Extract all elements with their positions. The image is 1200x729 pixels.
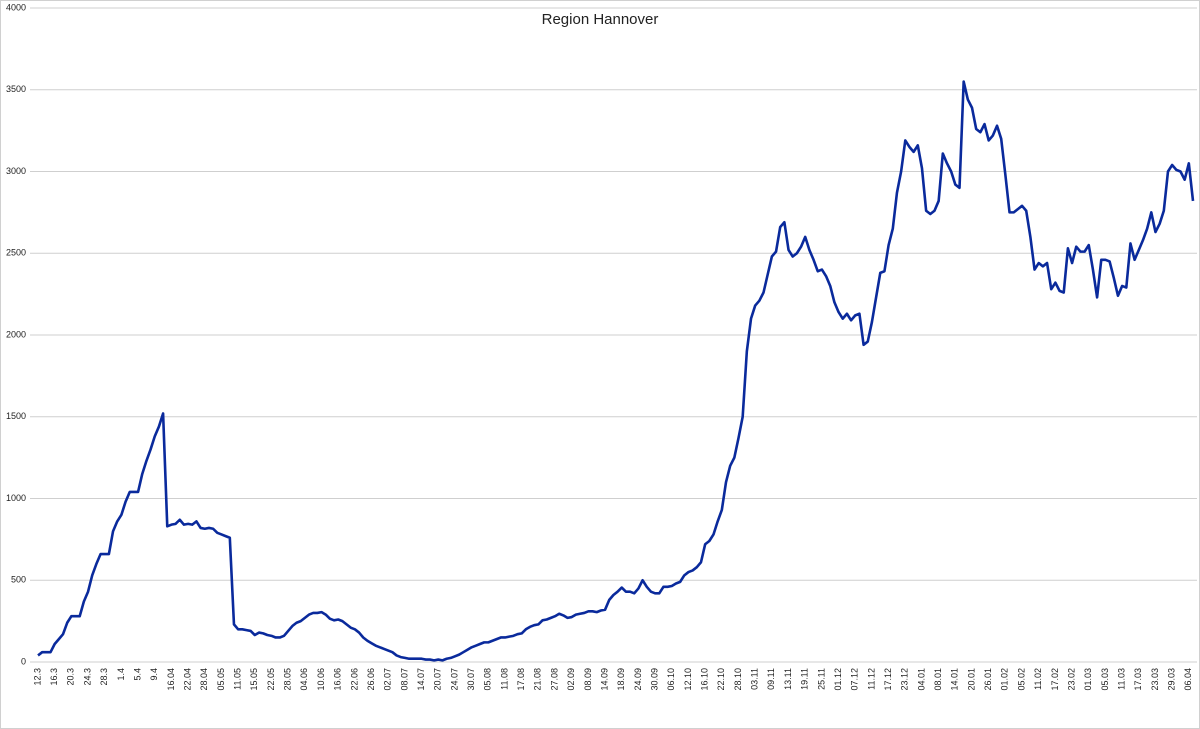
x-tick-label: 22.06 — [349, 668, 359, 691]
x-tick-label: 9.4 — [149, 668, 159, 681]
x-tick-label: 06.10 — [666, 668, 676, 691]
x-tick-label: 17.08 — [516, 668, 526, 691]
x-tick-label: 28.3 — [99, 668, 109, 686]
y-tick-label: 3500 — [6, 84, 26, 94]
x-tick-label: 06.04 — [1183, 668, 1193, 691]
x-tick-label: 14.01 — [950, 668, 960, 691]
x-tick-label: 02.07 — [383, 668, 393, 691]
x-tick-label: 16.3 — [49, 668, 59, 686]
x-tick-label: 11.03 — [1116, 668, 1126, 690]
x-tick-label: 08.01 — [933, 668, 943, 691]
x-tick-label: 14.07 — [416, 668, 426, 691]
x-tick-label: 11.08 — [499, 668, 509, 690]
y-tick-label: 0 — [21, 656, 26, 666]
y-tick-label: 4000 — [6, 2, 26, 12]
x-tick-label: 30.09 — [649, 668, 659, 691]
y-tick-label: 2500 — [6, 248, 26, 258]
x-tick-label: 20.01 — [966, 668, 976, 691]
x-tick-label: 23.12 — [900, 668, 910, 691]
x-tick-label: 30.07 — [466, 668, 476, 691]
x-tick-label: 16.06 — [333, 668, 343, 691]
y-tick-label: 1000 — [6, 493, 26, 503]
x-tick-label: 26.06 — [366, 668, 376, 691]
x-tick-label: 04.01 — [916, 668, 926, 691]
x-tick-label: 17.12 — [883, 668, 893, 691]
x-tick-label: 01.03 — [1083, 668, 1093, 691]
x-tick-label: 22.04 — [182, 668, 192, 691]
x-tick-label: 17.02 — [1050, 668, 1060, 691]
x-tick-label: 02.09 — [566, 668, 576, 691]
x-tick-label: 09.11 — [766, 668, 776, 690]
x-tick-label: 28.04 — [199, 668, 209, 691]
x-tick-label: 08.07 — [399, 668, 409, 691]
x-tick-label: 26.01 — [983, 668, 993, 691]
x-tick-label: 22.05 — [266, 668, 276, 691]
y-tick-label: 500 — [11, 575, 26, 585]
x-tick-label: 05.02 — [1016, 668, 1026, 691]
x-tick-label: 28.05 — [283, 668, 293, 691]
x-tick-label: 24.3 — [82, 668, 92, 686]
x-tick-label: 11.12 — [866, 668, 876, 690]
x-tick-label: 08.09 — [583, 668, 593, 691]
x-tick-label: 01.02 — [1000, 668, 1010, 691]
x-tick-label: 12.10 — [683, 668, 693, 691]
x-tick-label: 20.3 — [66, 668, 76, 686]
chart-title: Region Hannover — [542, 11, 659, 28]
x-tick-label: 18.09 — [616, 668, 626, 691]
y-tick-label: 1500 — [6, 411, 26, 421]
data-line — [37, 80, 1195, 662]
x-tick-label: 16.10 — [700, 668, 710, 691]
x-tick-label: 17.03 — [1133, 668, 1143, 691]
x-tick-label: 24.07 — [449, 668, 459, 691]
x-tick-label: 12.3 — [32, 668, 42, 686]
x-tick-label: 25.11 — [816, 668, 826, 690]
x-tick-label: 01.12 — [833, 668, 843, 691]
x-tick-label: 5.4 — [132, 668, 142, 681]
x-tick-label: 28.10 — [733, 668, 743, 691]
x-tick-label: 11.02 — [1033, 668, 1043, 690]
x-tick-label: 05.03 — [1100, 668, 1110, 691]
x-tick-label: 11.05 — [233, 668, 243, 690]
x-tick-label: 13.11 — [783, 668, 793, 690]
x-tick-label: 10.06 — [316, 668, 326, 691]
x-tick-label: 03.11 — [750, 668, 760, 690]
x-tick-label: 23.03 — [1150, 668, 1160, 691]
x-tick-label: 05.08 — [483, 668, 493, 691]
x-tick-label: 21.08 — [533, 668, 543, 691]
x-tick-label: 14.09 — [599, 668, 609, 691]
x-tick-label: 07.12 — [850, 668, 860, 691]
y-tick-label: 2000 — [6, 329, 26, 339]
x-tick-label: 04.06 — [299, 668, 309, 691]
x-tick-label: 16.04 — [166, 668, 176, 691]
x-tick-label: 20.07 — [433, 668, 443, 691]
x-tick-label: 29.03 — [1167, 668, 1177, 691]
x-tick-label: 22.10 — [716, 668, 726, 691]
y-tick-label: 3000 — [6, 166, 26, 176]
x-tick-label: 05.05 — [216, 668, 226, 691]
x-tick-label: 1.4 — [116, 668, 126, 681]
x-tick-label: 19.11 — [800, 668, 810, 690]
x-tick-label: 27.08 — [549, 668, 559, 691]
x-tick-label: 23.02 — [1066, 668, 1076, 691]
x-tick-label: 24.09 — [633, 668, 643, 691]
x-tick-label: 15.05 — [249, 668, 259, 691]
